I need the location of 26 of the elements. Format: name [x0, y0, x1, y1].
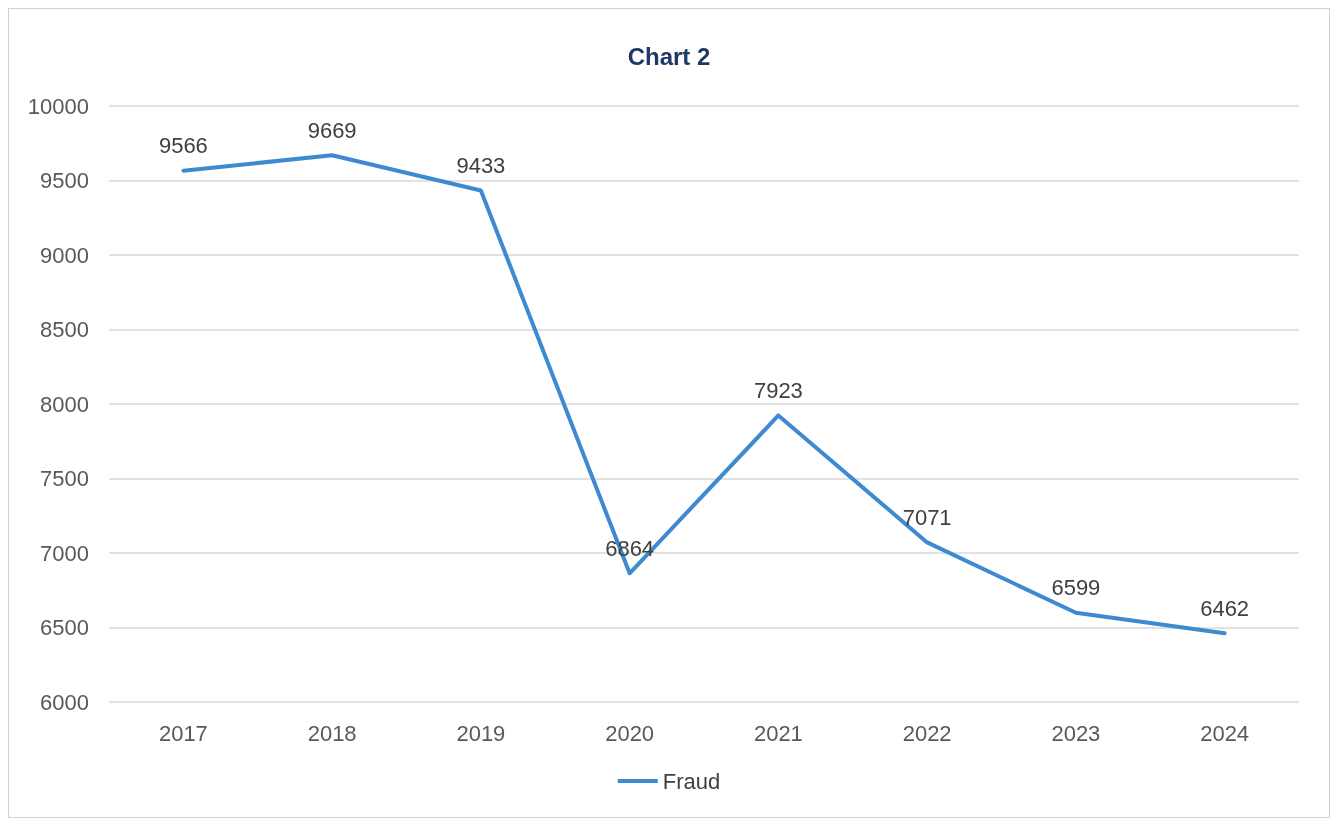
chart-title: Chart 2 — [627, 42, 711, 70]
x-tick-label: 2020 — [605, 720, 655, 746]
legend-label: Fraud — [662, 768, 721, 794]
y-tick-label: 9500 — [40, 168, 89, 193]
y-tick-label: 7500 — [40, 466, 89, 491]
data-label: 9566 — [158, 133, 208, 159]
data-label: 9669 — [307, 117, 357, 143]
y-tick-label: 8000 — [40, 391, 89, 417]
x-tick-label: 2018 — [307, 720, 357, 746]
y-tick-label: 7000 — [40, 540, 89, 566]
data-label: 9433 — [456, 152, 506, 178]
x-tick-label: 2017 — [158, 720, 208, 746]
x-tick-label: 2024 — [1200, 720, 1250, 746]
y-tick-label: 6000 — [40, 689, 89, 715]
data-label: 6599 — [1051, 575, 1101, 601]
x-tick-label: 2021 — [753, 720, 803, 746]
data-label: 7923 — [753, 377, 803, 403]
x-tick-label: 2019 — [456, 720, 506, 746]
data-label: 7071 — [902, 504, 952, 530]
x-tick-label: 2023 — [1051, 720, 1101, 746]
y-tick-label: 6500 — [40, 615, 89, 640]
data-label: 6462 — [1200, 595, 1250, 621]
y-tick-label: 9000 — [40, 242, 89, 268]
y-tick-label: 8500 — [40, 317, 89, 342]
x-tick-label: 2022 — [902, 720, 952, 746]
y-tick-label: 10000 — [27, 93, 89, 119]
